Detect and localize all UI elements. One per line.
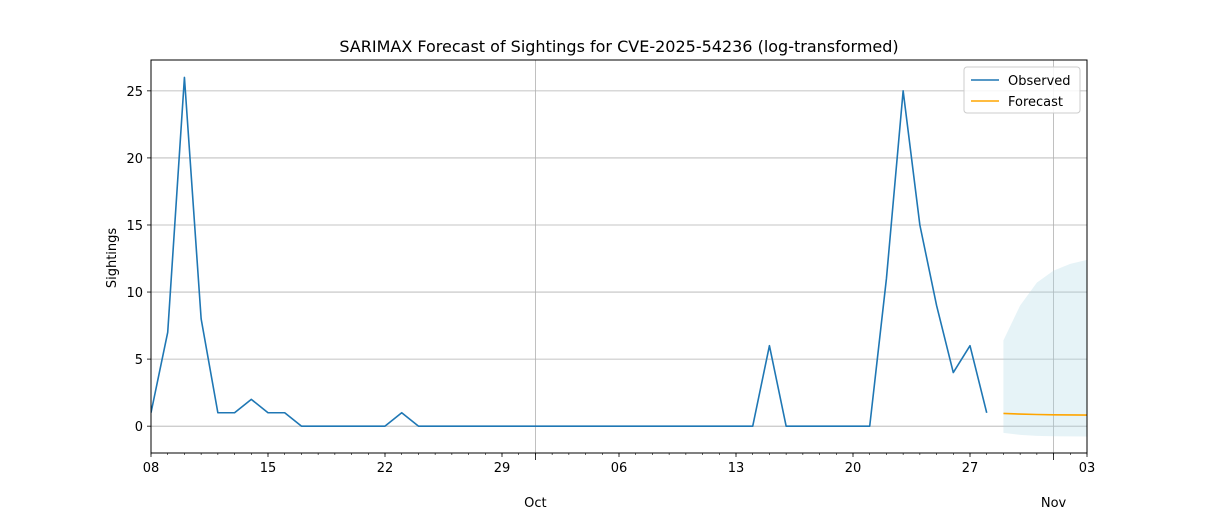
y-axis-label: Sightings	[105, 228, 120, 289]
x-tick-label: 22	[377, 461, 394, 476]
series-layer	[151, 76, 1087, 427]
chart-title: SARIMAX Forecast of Sightings for CVE-20…	[339, 37, 898, 56]
x-major-tick-label: Nov	[1041, 496, 1067, 509]
y-tick-label: 10	[126, 286, 143, 301]
legend-label-observed: Observed	[1008, 74, 1071, 89]
y-tick-label: 0	[135, 420, 143, 435]
legend: Observed Forecast	[963, 66, 1081, 114]
x-tick-label: 27	[962, 461, 979, 476]
forecast-series-line	[1003, 412, 1087, 416]
y-tick-label: 15	[126, 219, 143, 234]
x-tick-label: 13	[728, 461, 745, 476]
x-tick-label: 15	[260, 461, 277, 476]
x-tick-label: 03	[1079, 461, 1096, 476]
y-tick-label: 20	[126, 152, 143, 167]
x-tick-label: 29	[494, 461, 511, 476]
confidence-band-layer	[1003, 259, 1087, 437]
legend-label-forecast: Forecast	[1008, 95, 1063, 110]
forecast-confidence-band	[1003, 259, 1087, 437]
observed-series-line	[151, 76, 988, 427]
x-tick-label: 20	[845, 461, 862, 476]
x-tick-label: 06	[611, 461, 628, 476]
ticks-layer: 0 5 10 15 20 25 08 15 22 29 06 13 20 27 03 Oct Nov	[126, 85, 1095, 509]
x-tick-label: 08	[143, 461, 160, 476]
y-tick-label: 5	[135, 353, 143, 368]
x-major-tick-label: Oct	[524, 496, 546, 509]
y-tick-label: 25	[126, 85, 143, 100]
